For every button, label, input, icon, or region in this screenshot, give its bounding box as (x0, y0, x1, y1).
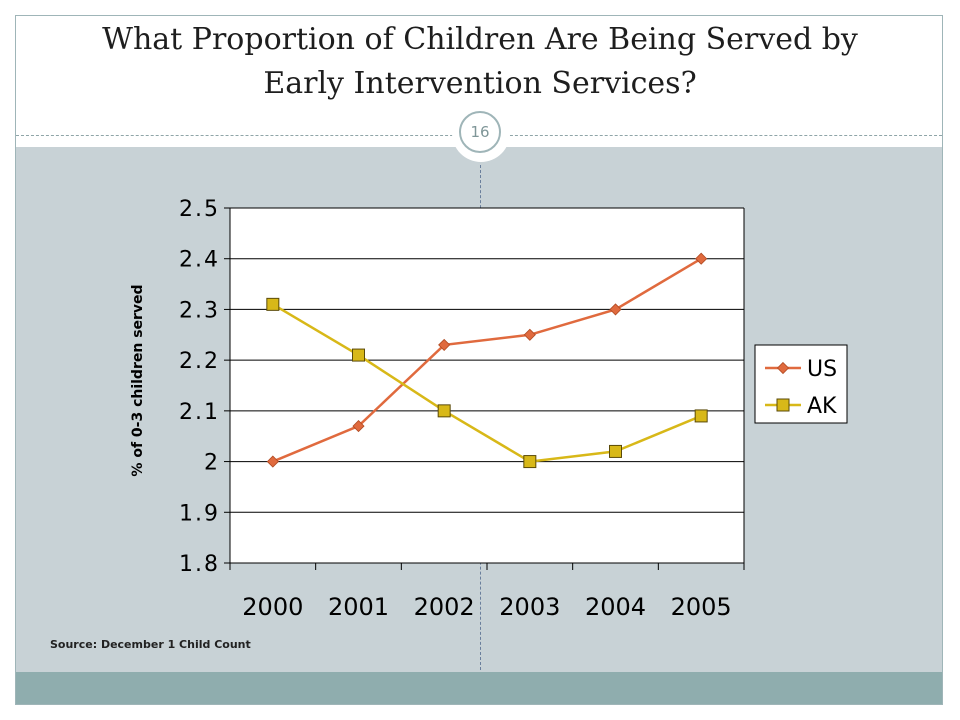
x-tick-label: 2000 (242, 593, 303, 621)
title-line-1: What Proportion of Children Are Being Se… (102, 22, 858, 57)
y-tick-label: 2.5 (179, 197, 220, 222)
data-point-ak (694, 409, 708, 423)
y-tick-label: 2.4 (179, 248, 220, 273)
data-point-ak (609, 444, 622, 458)
series-line-us (272, 257, 702, 463)
title-line-2: Early Intervention Services? (263, 66, 697, 101)
legend-marker-us (776, 361, 790, 375)
footer-band (16, 672, 942, 704)
x-tick-label: 2004 (585, 593, 646, 621)
y-tick-label: 1.8 (179, 552, 220, 577)
data-point-ak (266, 297, 280, 311)
page-number-badge: 16 (459, 111, 501, 153)
legend-label-ak: AK (807, 394, 837, 419)
data-point-us (523, 328, 536, 341)
data-point-ak (437, 404, 451, 418)
legend-label-us: US (807, 357, 837, 382)
data-point-us (438, 338, 451, 351)
x-tick-label: 2002 (414, 593, 475, 621)
chart-legend: US AK (754, 344, 848, 424)
y-tick-label: 1.9 (179, 501, 220, 526)
x-tick-label: 2001 (328, 593, 389, 621)
source-note: Source: December 1 Child Count (50, 638, 251, 651)
data-point-us (266, 455, 279, 468)
y-tick-label: 2.1 (179, 400, 220, 425)
data-point-us (695, 252, 708, 265)
plot-area (230, 208, 744, 563)
legend-box (754, 344, 848, 424)
slide-frame (15, 15, 943, 705)
series-line-ak (272, 303, 702, 463)
y-tick-label: 2.2 (179, 349, 220, 374)
legend-marker-ak (776, 398, 790, 412)
x-tick-label: 2003 (499, 593, 560, 621)
slide-title: What Proportion of Children Are Being Se… (40, 18, 920, 106)
y-axis-label: % of 0-3 children served (130, 284, 146, 476)
data-point-ak (352, 348, 365, 362)
y-tick-label: 2.3 (179, 298, 220, 323)
y-tick-label: 2 (204, 451, 220, 476)
x-tick-label: 2005 (671, 593, 732, 621)
data-point-us (609, 303, 622, 316)
data-point-ak (523, 455, 537, 469)
data-point-us (352, 420, 365, 433)
